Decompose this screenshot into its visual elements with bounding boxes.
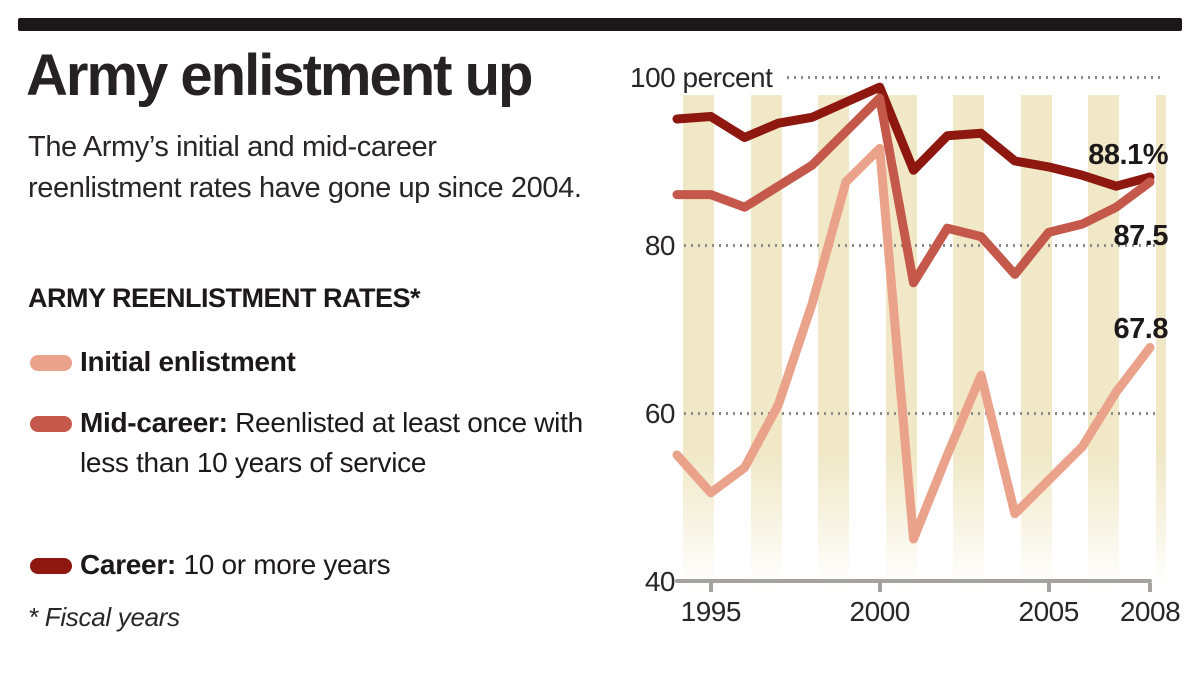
gridline-100: [787, 76, 1160, 79]
fiscal-year-stripe: [750, 95, 782, 589]
legend-item-label: Career:: [80, 549, 176, 580]
gridline-80: [684, 244, 1160, 247]
axis-tick-1995: [708, 583, 713, 592]
mid-career-swatch: [30, 416, 72, 432]
fiscal-year-stripe: [818, 95, 850, 589]
x-axis-label-1995: 1995: [680, 596, 742, 627]
y-axis-label-40: 40: [644, 566, 676, 597]
axis-tick-2005: [1046, 583, 1051, 592]
legend-item-label: Initial enlistment: [80, 346, 296, 377]
x-axis-line: [675, 579, 1152, 583]
legend-item-label: Mid-career:: [80, 407, 228, 438]
legend-item-desc: 10 or more years: [175, 549, 391, 580]
legend-item-mid-career: Mid-career: Reenlisted at least once wit…: [28, 403, 590, 483]
y-axis-label-60: 60: [644, 398, 676, 429]
career-swatch: [30, 558, 72, 574]
career-line: [672, 82, 1155, 191]
top-rule-bar: [18, 18, 1182, 31]
x-axis-label-2000: 2000: [849, 596, 911, 627]
legend-heading: ARMY REENLISTMENT RATES*: [28, 283, 421, 313]
footnote: * Fiscal years: [28, 602, 180, 632]
y-axis-label-100: 100 percent: [630, 62, 773, 93]
fiscal-year-stripe: [683, 95, 714, 589]
initial-end-value-label: 67.8: [1113, 313, 1169, 345]
page-title: Army enlistment up: [26, 43, 533, 108]
axis-tick-2000: [877, 583, 882, 592]
y-axis-label-80: 80: [644, 230, 676, 261]
legend-item-initial: Initial enlistment: [28, 342, 590, 382]
legend-item-desc: Reenlisted at least once with less than …: [80, 407, 583, 479]
initial-enlistment-line: [672, 143, 1155, 544]
x-axis-label-2008: 2008: [1119, 596, 1181, 627]
initial-enlistment-swatch: [30, 355, 72, 371]
mid-career-line: [672, 93, 1155, 288]
intro-text: The Army’s initial and mid-career reenli…: [28, 131, 582, 204]
career-end-value-label: 88.1%: [1088, 139, 1168, 171]
axis-tick-2008: [1148, 583, 1152, 592]
mid-career-end-value-label: 87.5: [1113, 220, 1169, 252]
fiscal-year-stripe: [1156, 95, 1166, 589]
fiscal-year-stripe: [953, 95, 985, 589]
x-axis-label-2005: 2005: [1018, 596, 1079, 627]
gridline-60: [684, 412, 1160, 415]
legend-item-career: Career: 10 or more years: [28, 545, 590, 585]
